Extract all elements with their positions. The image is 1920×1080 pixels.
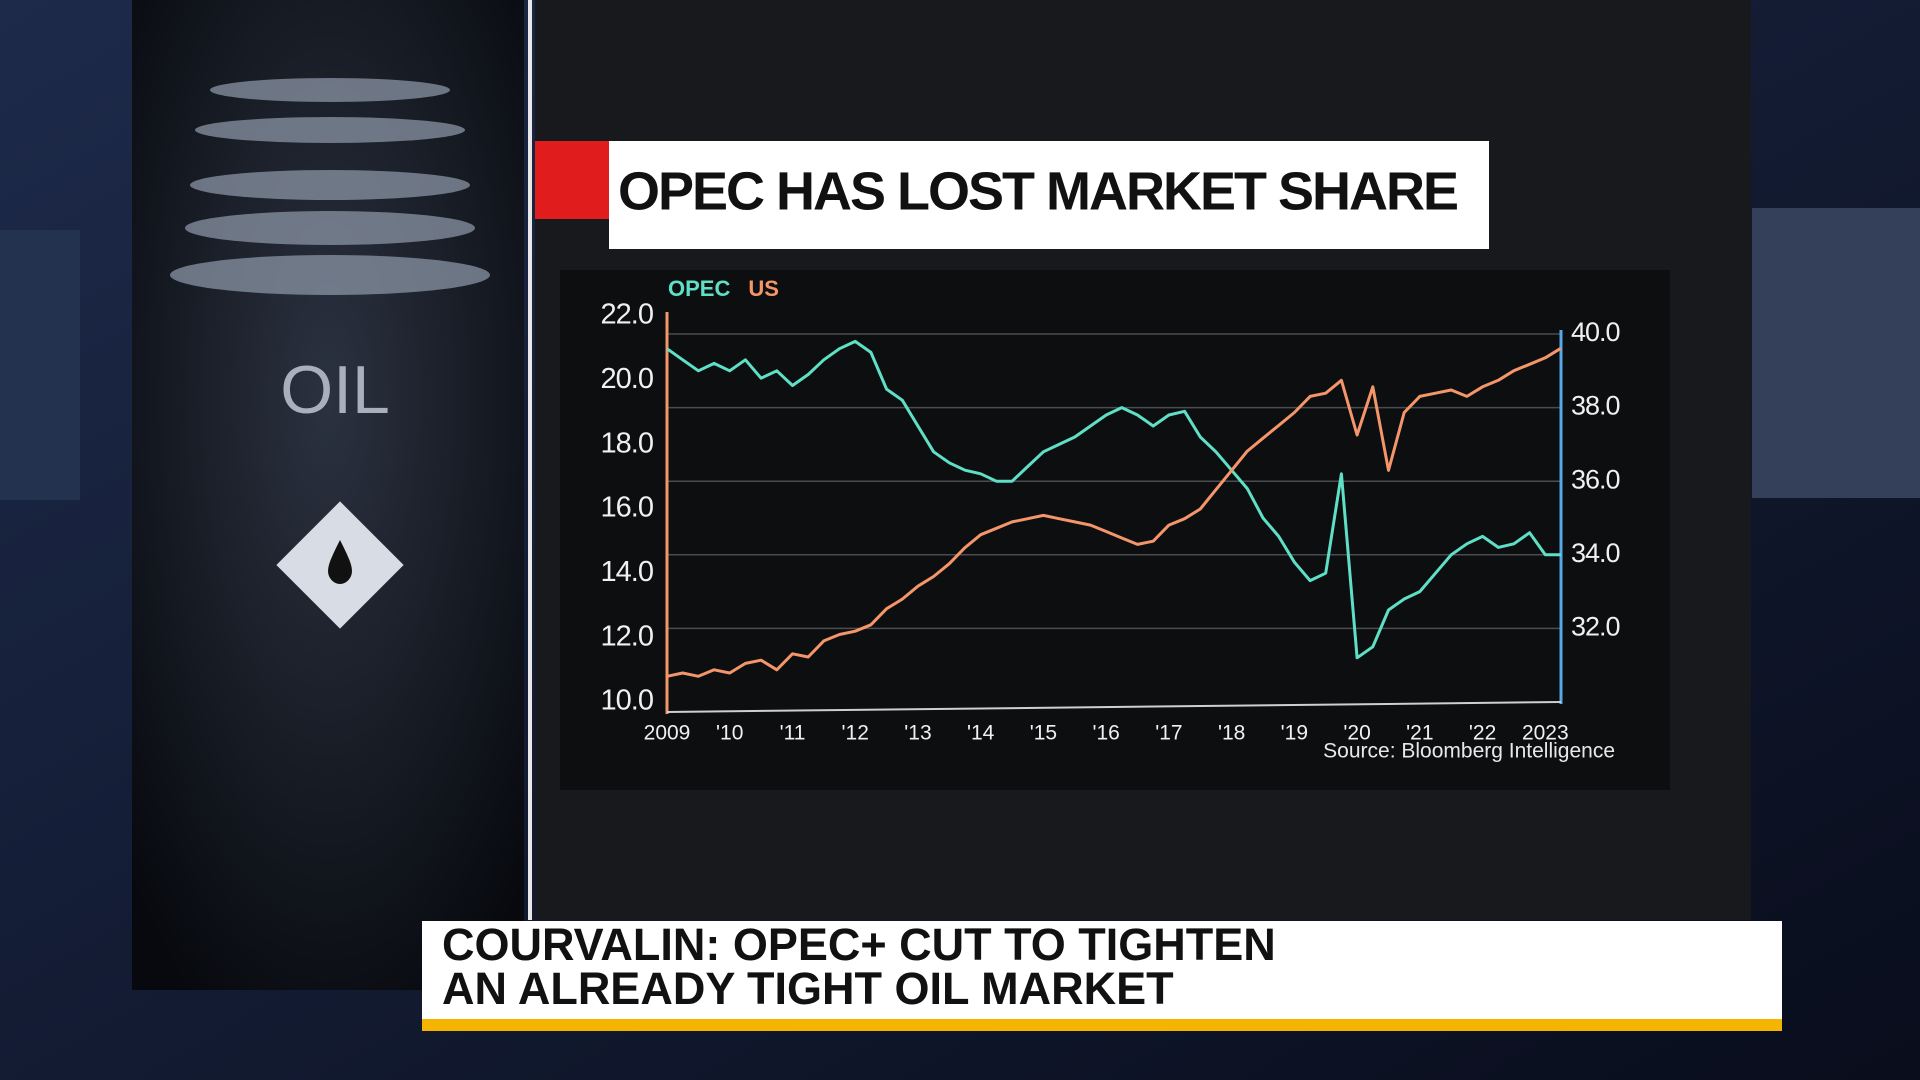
y2-tick-label: 34.0 — [1571, 538, 1620, 568]
x-tick-label: '13 — [904, 722, 931, 745]
y2-tick-label: 38.0 — [1571, 391, 1620, 421]
x-tick-label: 2023 — [1522, 722, 1569, 745]
divider — [528, 0, 532, 920]
chart-title: OPEC HAS LOST MARKET SHARE — [618, 161, 1457, 221]
x-tick-label: '21 — [1406, 722, 1433, 745]
title-box — [609, 141, 1489, 249]
y-tick-label: 20.0 — [601, 363, 653, 395]
logo-text: OIL — [280, 352, 390, 428]
drop-icon — [328, 540, 352, 584]
y-tick-label: 12.0 — [601, 620, 653, 652]
x-tick-label: '22 — [1469, 722, 1496, 745]
y2-tick-label: 36.0 — [1571, 464, 1620, 494]
y-tick-label: 22.0 — [601, 299, 653, 331]
x-tick-label: '12 — [842, 722, 869, 745]
title-accent — [535, 141, 609, 219]
x-tick-label: '15 — [1030, 722, 1057, 745]
legend-entry: OPEC — [668, 276, 730, 301]
x-tick-label: '14 — [967, 722, 995, 745]
headline: COURVALIN: OPEC+ CUT TO TIGHTEN — [442, 919, 1276, 970]
x-tick-label: 2009 — [644, 722, 691, 745]
barrel-tops — [170, 78, 490, 295]
x-tick-label: '16 — [1092, 722, 1119, 745]
x-tick-label: '18 — [1218, 722, 1245, 745]
y-tick-label: 10.0 — [601, 685, 653, 717]
x-axis — [666, 701, 1562, 713]
data-line — [666, 346, 1562, 678]
x-tick-label: '10 — [716, 722, 743, 745]
x-tick-label: '11 — [780, 722, 806, 745]
wall-screens — [1752, 208, 1920, 498]
oil-panel — [132, 0, 524, 990]
source-note: Source: Bloomberg Intelligence — [1323, 740, 1615, 763]
y2-tick-label: 40.0 — [1571, 317, 1620, 347]
data-line — [666, 339, 1561, 660]
headline-box — [422, 921, 1782, 1019]
headline: AN ALREADY TIGHT OIL MARKET — [442, 963, 1174, 1014]
y-tick-label: 14.0 — [601, 556, 653, 588]
y-tick-label: 16.0 — [601, 492, 653, 524]
x-tick-label: '19 — [1281, 722, 1308, 745]
headline-accent — [422, 1019, 1782, 1031]
x-tick-label: '20 — [1343, 722, 1370, 745]
y2-tick-label: 32.0 — [1571, 612, 1620, 642]
x-tick-label: '17 — [1155, 722, 1182, 745]
legend-entry: US — [748, 276, 779, 301]
y-tick-label: 18.0 — [601, 427, 653, 459]
wall-screens — [0, 230, 80, 500]
